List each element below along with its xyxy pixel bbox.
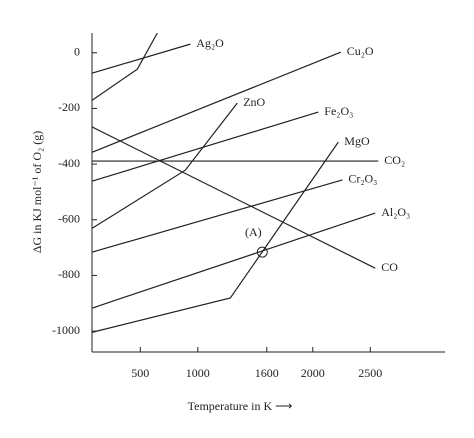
y-tick-label: -1000 — [52, 323, 80, 337]
y-tick-label: -200 — [58, 100, 80, 114]
series-label: CO₂ — [384, 153, 405, 167]
series-line — [92, 212, 376, 309]
series-line — [92, 43, 191, 74]
y-tick-label: -400 — [58, 156, 80, 170]
series-line — [92, 32, 158, 101]
series-line — [92, 141, 339, 333]
x-tick-label: 2500 — [358, 366, 382, 380]
series-label: Fe₂O₃ — [324, 104, 353, 118]
series-label: Ag₂O — [196, 36, 224, 50]
series-line — [92, 102, 238, 229]
series-line — [92, 51, 341, 153]
series-label: MgO — [344, 134, 370, 148]
series-label: ZnO — [243, 95, 265, 109]
series-label: Al₂O₃ — [381, 205, 410, 219]
x-tick-label: 500 — [131, 366, 149, 380]
series-label: Cr₂O₃ — [348, 172, 377, 186]
y-tick-label: -800 — [58, 267, 80, 281]
series-line — [92, 111, 319, 182]
series-label: CO — [381, 260, 398, 274]
y-tick-label: -600 — [58, 212, 80, 226]
series-line — [92, 179, 343, 253]
x-tick-label: 1600 — [255, 366, 279, 380]
x-tick-label: 1000 — [186, 366, 210, 380]
series-label: Cu₂O — [347, 44, 374, 58]
series-line — [92, 126, 376, 269]
annotation-label: (A) — [245, 225, 262, 239]
annotation-marker — [256, 246, 268, 258]
x-tick-label: 2000 — [301, 366, 325, 380]
x-axis-label: Temperature in K ⟶ — [188, 399, 293, 413]
y-axis-label: ΔG in KJ mol⁻¹ of O₂ (g) — [30, 131, 44, 254]
y-tick-label: 0 — [74, 45, 80, 59]
